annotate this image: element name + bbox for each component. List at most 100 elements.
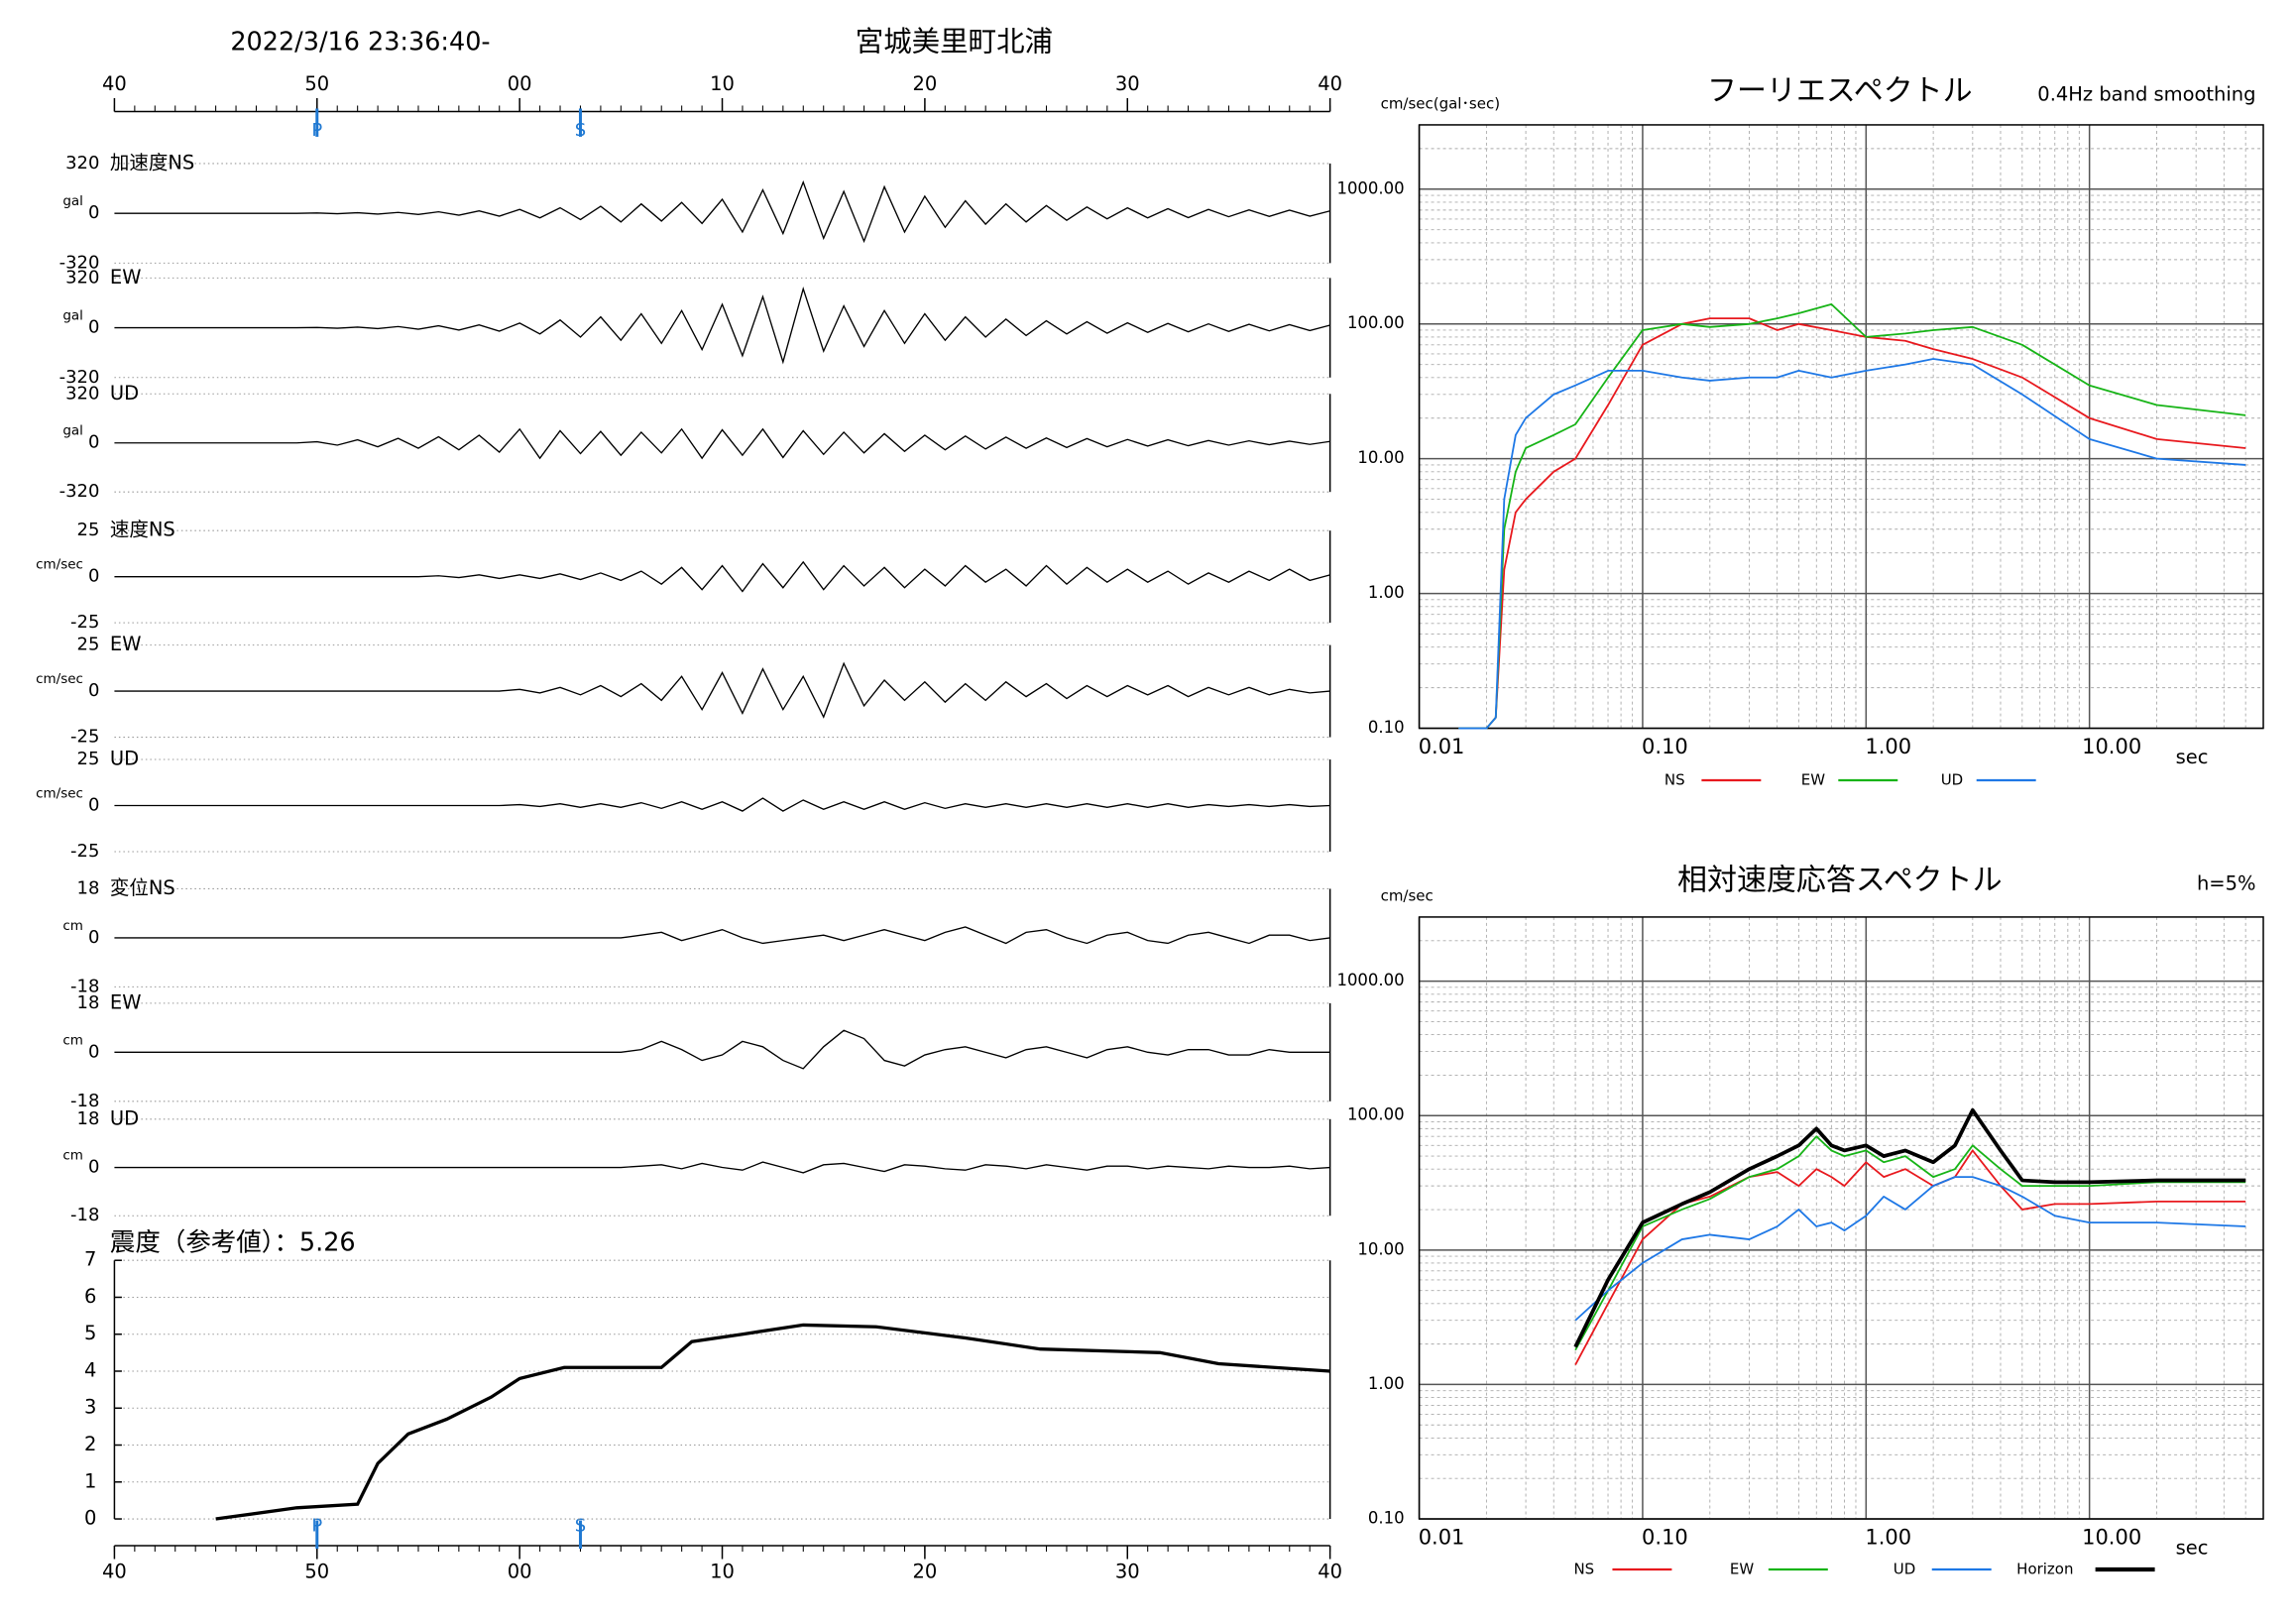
phase-label: S [575,1516,586,1537]
time-tick-label: 50 [304,72,329,95]
y-tick-label: 0.10 [1368,718,1405,737]
panel-tick-label: 18 [77,992,100,1013]
intensity-tick-label: 3 [84,1396,96,1419]
intensity-tick-label: 1 [84,1469,96,1492]
panel-label: UD [110,748,139,770]
phase-label: P [311,120,322,141]
panel-unit: cm/sec [36,671,83,687]
panel-label: 速度NS [110,519,175,541]
intensity-tick-label: 0 [84,1507,96,1530]
intensity-tick-label: 5 [84,1322,96,1344]
waveform [114,560,1330,593]
phase-label: P [311,1516,322,1537]
x-tick-label: 1.00 [1865,1526,1911,1550]
y-tick-label: 100.00 [1347,1105,1405,1124]
panel-tick-label: -320 [59,481,100,502]
y-tick-label: 1.00 [1368,583,1405,602]
x-axis-label: sec [2176,1537,2209,1560]
panel-tick-label: 320 [65,383,99,404]
y-tick-label: 0.10 [1368,1509,1405,1528]
panel-tick-label: 0 [88,202,99,223]
panel-tick-label: -320 [59,367,100,388]
panel-tick-label: 25 [77,749,100,769]
x-tick-label: 0.01 [1419,1526,1465,1550]
panel-label: EW [110,633,142,655]
panel-label: 変位NS [110,876,175,899]
waveform [114,926,1330,945]
spectrum-line [1458,358,2246,730]
panel-tick-label: 25 [77,635,100,655]
chart-title: 相対速度応答スペクトル [1677,863,2003,897]
y-tick-label: 100.00 [1347,313,1405,332]
panel-tick-label: 0 [88,680,99,701]
panel-tick-label: -18 [70,1205,99,1225]
y-tick-label: 10.00 [1357,448,1404,467]
panel-label: UD [110,382,139,405]
panel-unit: cm [62,1032,83,1048]
intensity-tick-label: 4 [84,1358,96,1381]
panel-label: EW [110,990,142,1013]
legend-label: NS [1573,1561,1594,1578]
panel-tick-label: 0 [88,1041,99,1062]
legend-label: NS [1665,771,1685,789]
panel-unit: cm/sec [36,786,83,802]
y-tick-label: 1.00 [1368,1374,1405,1393]
y-tick-label: 1000.00 [1336,971,1404,989]
time-tick-label: 20 [913,1561,938,1583]
time-tick-label: 00 [508,1561,532,1583]
panel-label: 加速度NS [110,151,194,174]
station-title: 宮城美里町北浦 [856,26,1053,58]
panel-tick-label: 320 [65,153,99,174]
legend-label: EW [1801,771,1825,789]
panel-tick-label: 25 [77,520,100,540]
panel-tick-label: 0 [88,317,99,338]
time-tick-label: 20 [913,72,938,95]
x-tick-label: 10.00 [2082,1526,2141,1550]
spectrum-line [1573,1107,2246,1348]
panel-label: UD [110,1106,139,1129]
x-axis-label: sec [2176,746,2209,768]
intensity-line [215,1323,1330,1521]
spectrum-line [1458,317,2246,730]
panel-unit: gal [62,193,83,209]
waveform [114,179,1330,244]
intensity-tick-label: 2 [84,1433,96,1455]
panel-tick-label: 0 [88,1157,99,1178]
time-tick-label: 40 [1318,72,1342,95]
time-tick-label: 10 [710,72,735,95]
x-tick-label: 0.01 [1419,735,1465,758]
panel-unit: gal [62,308,83,324]
x-tick-label: 0.10 [1642,1526,1688,1550]
waveform [114,1161,1330,1174]
time-tick-label: 30 [1115,1561,1140,1583]
panel-tick-label: 0 [88,432,99,453]
waveform [114,286,1330,365]
intensity-title: 震度（参考値）：5.26 [110,1228,356,1258]
panel-tick-label: 18 [77,1108,100,1129]
waveform [114,661,1330,719]
legend-label: Horizon [2016,1561,2073,1578]
plot-frame [1418,124,2264,730]
waveform [114,797,1330,812]
spectrum-line [1574,1176,2246,1322]
time-tick-label: 50 [304,1561,329,1583]
plot-frame [1418,916,2264,1520]
panel-unit: cm [62,918,83,934]
time-tick-label: 40 [102,72,127,95]
panel-tick-label: 0 [88,566,99,587]
time-tick-label: 10 [710,1561,735,1583]
spectrum-line [1574,1135,2246,1351]
y-tick-label: 10.00 [1357,1239,1404,1258]
record-time: 2022/3/16 23:36:40- [230,28,490,58]
spectrum-line [1458,302,2246,730]
x-tick-label: 1.00 [1865,735,1911,758]
panel-tick-label: -18 [70,976,99,996]
time-tick-label: 40 [1318,1561,1342,1583]
panel-tick-label: -25 [70,612,99,633]
legend-label: EW [1730,1561,1754,1578]
panel-tick-label: 18 [77,877,100,898]
waveform [114,427,1330,460]
phase-label: S [575,120,586,141]
time-tick-label: 40 [102,1561,127,1583]
